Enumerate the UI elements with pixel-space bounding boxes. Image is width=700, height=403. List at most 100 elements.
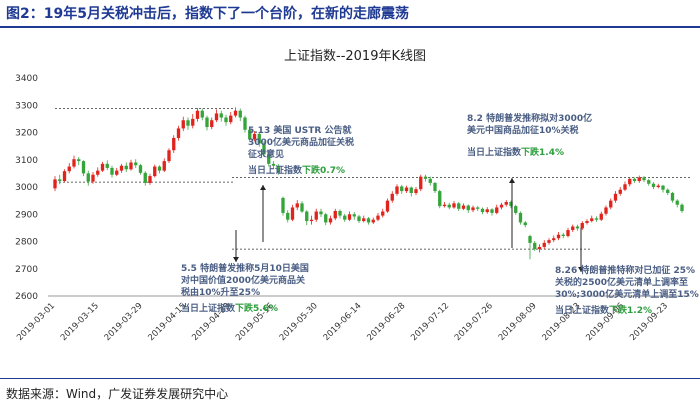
candle-body	[376, 215, 380, 220]
candle-body	[62, 171, 67, 182]
annotation-0505-line-2: 对中国价值2000亿美元商品关	[181, 276, 306, 286]
candle-body	[438, 191, 442, 207]
candle-body	[257, 133, 261, 144]
x-tick-label: 2019-06-28	[365, 301, 407, 343]
candle-body	[214, 113, 219, 121]
y-tick-label: 2700	[15, 265, 38, 275]
candle-body	[433, 182, 437, 192]
candle-body	[628, 178, 632, 185]
candle-body	[637, 177, 641, 182]
candle-body	[661, 185, 665, 190]
candle-body	[609, 200, 613, 208]
candle-body	[651, 183, 656, 187]
candle-body	[96, 170, 100, 175]
candle-body	[91, 174, 95, 182]
y-axis: 2600 2700 2800 2900 3000 3100 3200 3300 3400	[15, 74, 38, 302]
candle-body	[471, 207, 475, 211]
annotation-0802-line-1: 8.2 特朗普发推称拟对3000亿	[467, 114, 593, 124]
candle-body	[138, 165, 143, 173]
candle-body	[457, 203, 461, 209]
candle-body	[571, 226, 575, 231]
y-tick-label: 3400	[15, 74, 38, 84]
candle-body	[162, 161, 166, 171]
annotation-0826-prefix: 当日上证指数	[555, 306, 610, 316]
candle-body	[495, 207, 499, 213]
candle-body	[262, 143, 266, 155]
candle-body	[590, 218, 594, 222]
candle-body	[566, 230, 570, 237]
candle-body	[309, 219, 314, 222]
candle-body	[547, 240, 551, 243]
candle-body	[618, 189, 622, 194]
annotation-0826-line-3: 30%;3000亿美元清单上调至15%	[555, 290, 699, 300]
candle-body	[233, 110, 238, 116]
candle-body	[381, 211, 385, 216]
x-tick-label: 2019-03-01	[15, 301, 57, 343]
candle-body	[409, 187, 413, 193]
candle-body	[594, 218, 599, 220]
candle-body	[542, 242, 546, 247]
annotation-0802-pct: 1.4%	[539, 148, 564, 158]
chart-title: 上证指数--2019年K线图	[284, 49, 426, 64]
candlestick-chart: 上证指数--2019年K线图 2600 2700 2800 2900 3000 3100 3…	[15, 49, 690, 343]
candle-body	[352, 214, 356, 217]
candle-body	[195, 110, 200, 119]
candle-body	[119, 165, 124, 171]
x-tick-label: 2019-08-09	[497, 301, 539, 343]
annotation-0826-line-1: 8.26 特朗普推特称对已加征 25%	[555, 266, 696, 276]
candle-body	[333, 210, 337, 219]
candle-body	[115, 170, 119, 175]
y-tick-label: 3100	[15, 156, 38, 166]
annotation-0513-prefix: 当日上证指数	[248, 166, 303, 176]
annotation-0802: 8.2 特朗普发推称拟对3000亿 美元中国商品加征10%关税 当日上证指数下跌…	[467, 113, 592, 159]
candle-body	[366, 218, 371, 223]
candle-body	[338, 210, 342, 216]
candle-body	[585, 221, 589, 223]
candle-body	[680, 204, 684, 211]
candle-body	[343, 215, 347, 220]
annotation-0513-line-2: 3000亿美元商品加征关税	[248, 138, 355, 148]
candle-body	[556, 234, 561, 239]
candle-body	[153, 166, 157, 177]
candle-body	[461, 205, 466, 209]
candle-body	[362, 218, 366, 222]
candle-body	[447, 204, 451, 208]
candle-body	[219, 113, 223, 118]
candle-body	[305, 211, 309, 222]
candle-body	[167, 150, 171, 162]
candle-body	[357, 216, 361, 222]
candle-body	[143, 172, 147, 183]
candle-body	[476, 207, 480, 209]
bottom-rule	[0, 378, 700, 379]
candle-body	[295, 203, 299, 208]
candle-body	[324, 214, 328, 223]
candle-body	[490, 209, 494, 213]
candle-body	[210, 120, 214, 128]
annotation-0505-verb: 下跌	[235, 304, 254, 314]
candle-body	[666, 189, 670, 193]
candle-body	[243, 117, 247, 130]
candle-body	[105, 163, 109, 168]
candle-body	[252, 133, 257, 140]
candle-body	[134, 162, 138, 166]
annotation-0802-verb: 下跌	[521, 148, 540, 158]
candle-body	[290, 207, 295, 220]
x-tick-label: 2019-03-29	[103, 301, 145, 343]
candle-body	[623, 184, 627, 190]
candle-body	[328, 218, 333, 223]
candle-body	[580, 222, 584, 229]
candle-body	[148, 176, 152, 183]
candle-body	[528, 236, 532, 243]
candle-body	[124, 165, 128, 170]
candle-body	[670, 192, 675, 201]
candle-body	[428, 178, 432, 183]
candle-body	[281, 197, 285, 213]
candle-body	[77, 159, 81, 162]
candle-body	[575, 226, 580, 229]
annotation-0505-line-1: 5.5 特朗普发推称5月10日美国	[181, 264, 309, 274]
annotation-arrows	[233, 178, 584, 272]
candle-body	[58, 179, 62, 182]
candle-body	[504, 201, 508, 205]
annotation-0513-verb: 下跌	[302, 166, 321, 176]
arrow-0505-head	[233, 257, 239, 262]
